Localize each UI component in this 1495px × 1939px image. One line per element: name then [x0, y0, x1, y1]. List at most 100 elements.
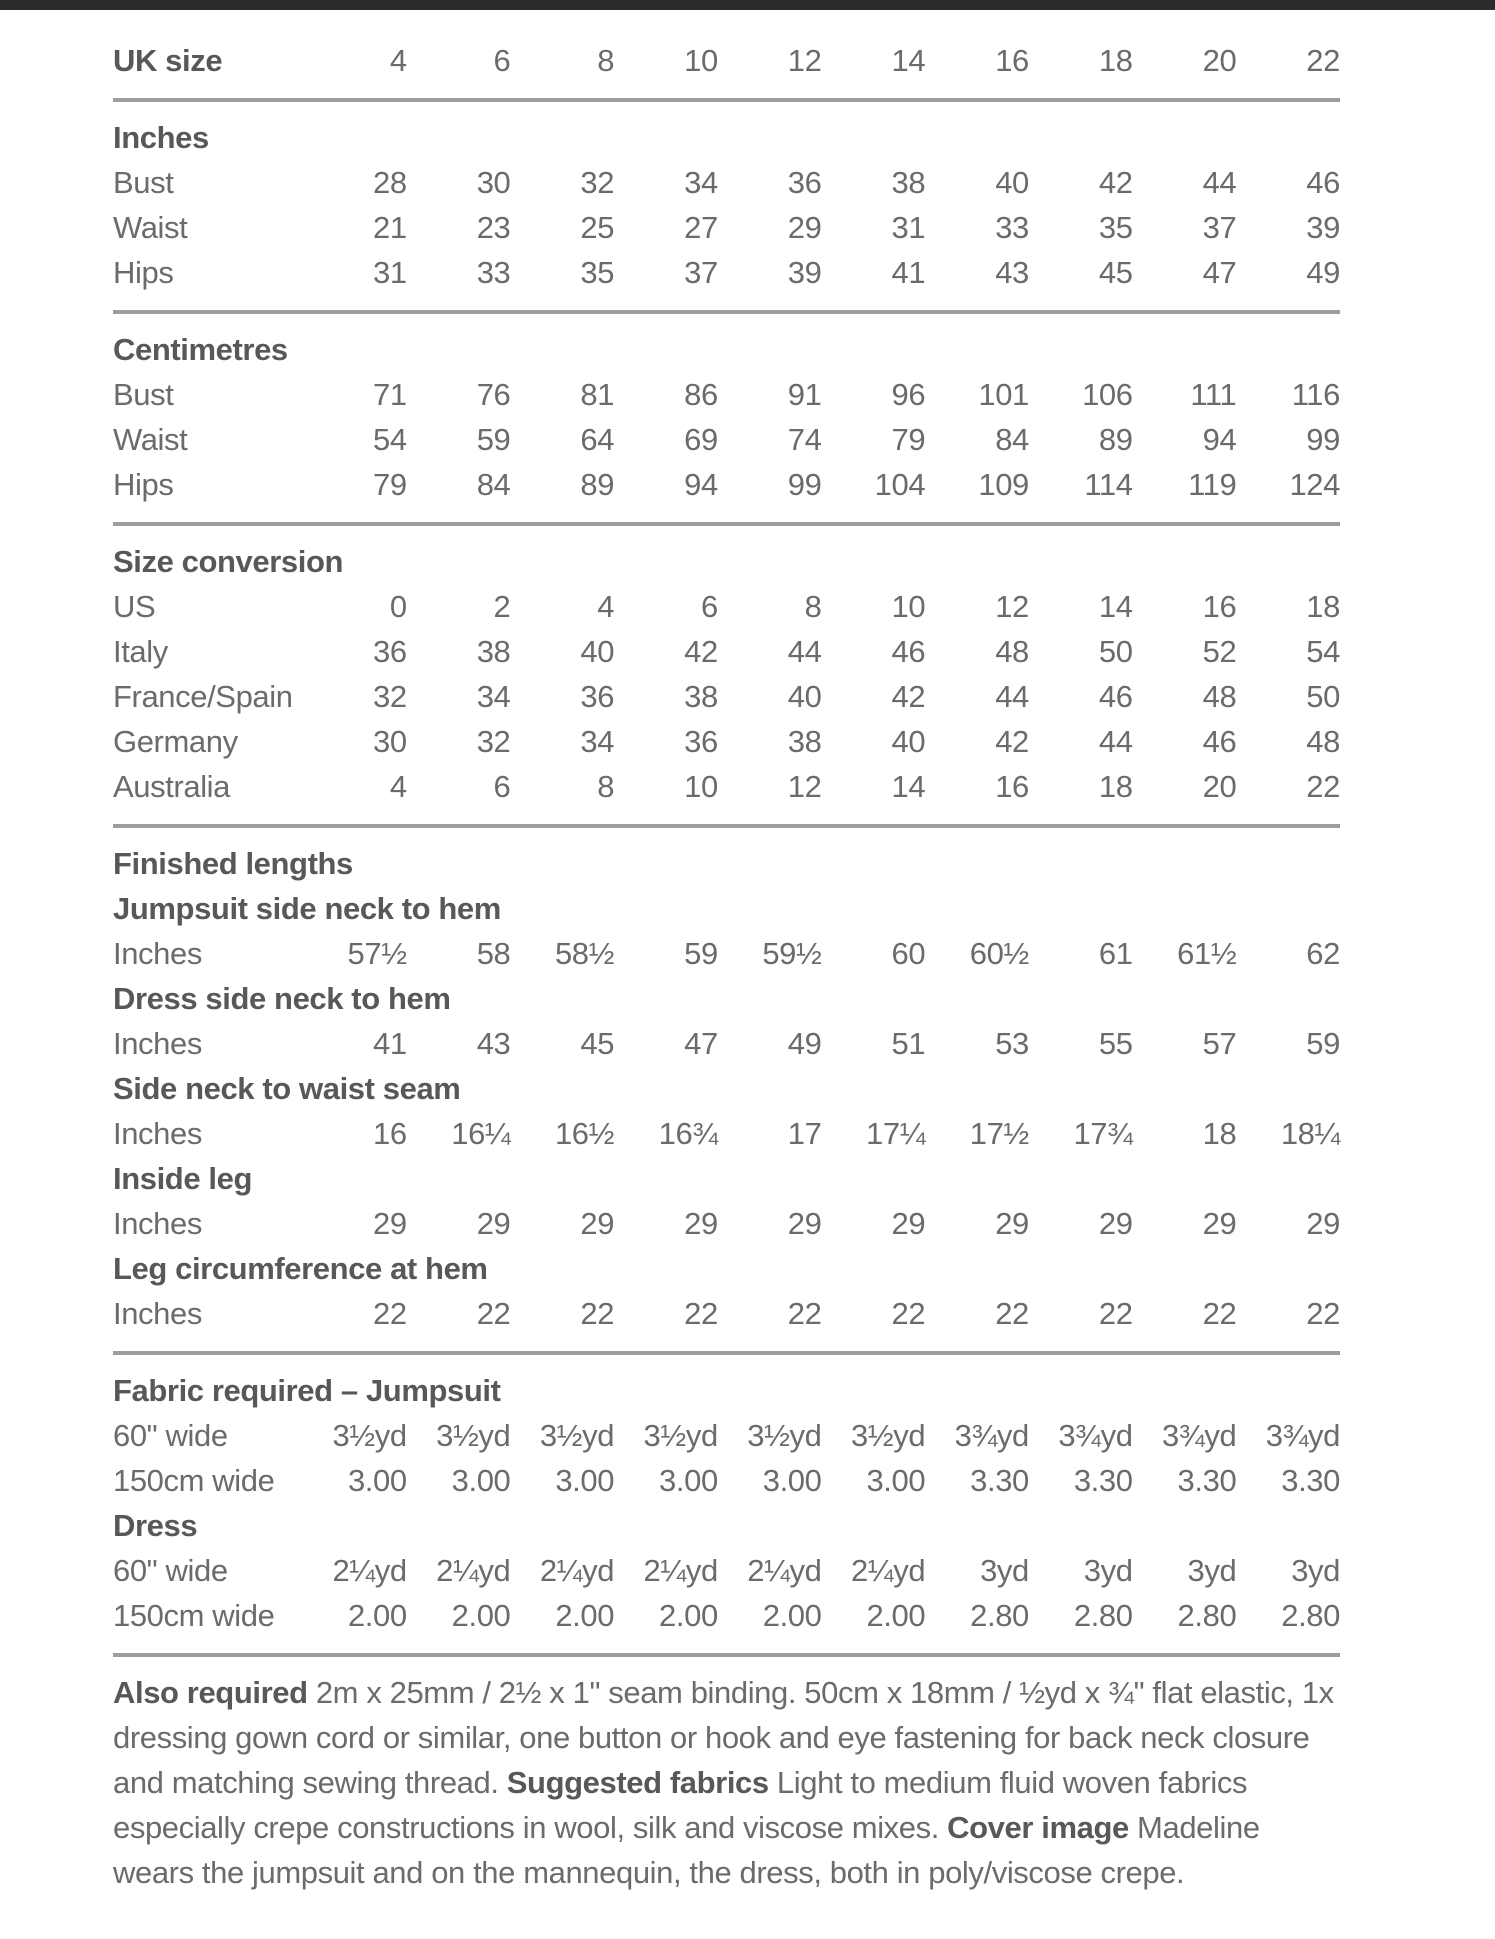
cell-value: 45 — [580, 1026, 615, 1061]
cell-value: 29 — [995, 1206, 1029, 1241]
row-label: 60" wide — [113, 1553, 228, 1588]
cell-value: 57 — [1202, 1026, 1237, 1061]
cell-value: 18¼ — [1280, 1116, 1341, 1151]
section-title-row: Fabric required – Jumpsuit — [113, 1368, 1340, 1413]
cell-value: 40 — [787, 679, 822, 714]
table-row: Inches 57½ 58 58½ 59 59½ 60 60½ 61 61½ 62 — [113, 931, 1340, 976]
cell-value: 59 — [476, 422, 511, 457]
row-label: France/Spain — [113, 679, 293, 714]
row-label: Italy — [113, 634, 168, 669]
cell-value: 43 — [476, 1026, 511, 1061]
row-label: Inches — [113, 1026, 202, 1061]
cell-value: 2¼yd — [539, 1553, 615, 1588]
row-label: Inches — [113, 936, 202, 971]
cell-value: 104 — [874, 467, 926, 502]
section-subheading: Leg circumference at hem — [113, 1251, 488, 1286]
cell-value: 8 — [597, 769, 615, 804]
cell-value: 106 — [1082, 377, 1133, 412]
cell-value: 61½ — [1177, 936, 1237, 971]
cell-value: 81 — [580, 377, 615, 412]
cell-value: 18 — [1098, 769, 1133, 804]
cell-value: 3½yd — [539, 1418, 615, 1453]
cell-value: 18 — [1202, 1116, 1237, 1151]
page-top-edge-bar — [0, 0, 1495, 10]
cell-value: 3.30 — [1073, 1463, 1133, 1498]
cell-value: 10 — [891, 589, 926, 624]
cell-value: 30 — [476, 165, 511, 200]
cell-value: 3.00 — [451, 1463, 511, 1498]
cell-value: 2¼yd — [643, 1553, 719, 1588]
cell-value: 32 — [373, 679, 407, 714]
cell-value: 2.00 — [866, 1598, 926, 1633]
cell-value: 2.00 — [451, 1598, 511, 1633]
cell-value: 29 — [787, 210, 822, 245]
cell-value: 36 — [787, 165, 822, 200]
table-row: Italy 36 38 40 42 44 46 48 50 52 54 — [113, 629, 1340, 674]
cell-value: 34 — [684, 165, 718, 200]
section-subheading: Inside leg — [113, 1161, 252, 1196]
section-divider — [113, 98, 1340, 102]
cell-value: 101 — [978, 377, 1029, 412]
table-row: Waist 21 23 25 27 29 31 33 35 37 39 — [113, 205, 1340, 250]
cell-value: 39 — [787, 255, 822, 290]
cell-value: 44 — [787, 634, 822, 669]
cell-value: 47 — [684, 1026, 718, 1061]
cell-value: 3.00 — [659, 1463, 718, 1498]
cell-value: 79 — [373, 467, 407, 502]
cell-value: 22 — [787, 1296, 822, 1331]
cell-value: 21 — [373, 210, 407, 245]
cell-value: 28 — [373, 165, 407, 200]
cell-value: 3yd — [980, 1553, 1029, 1588]
table-row: 150cm wide 3.00 3.00 3.00 3.00 3.00 3.00 3.30 3.… — [113, 1458, 1340, 1503]
cell-value: 3yd — [1291, 1553, 1340, 1588]
row-label: Australia — [113, 769, 231, 804]
cell-value: 22 — [1306, 769, 1340, 804]
cell-value: 33 — [995, 210, 1029, 245]
cell-value: 119 — [1188, 467, 1237, 502]
cell-value: 22 — [891, 1296, 926, 1331]
row-label: 150cm wide — [113, 1463, 275, 1498]
cell-value: 22 — [995, 1296, 1029, 1331]
notes-text-segment: Madeline wears the jumpsuit and on the m… — [113, 1810, 1260, 1890]
cell-value: 31 — [373, 255, 407, 290]
cell-value: 8 — [804, 589, 822, 624]
cell-value: 43 — [995, 255, 1029, 290]
cell-value: 42 — [891, 679, 926, 714]
cell-value: 41 — [891, 255, 926, 290]
cell-value: 3¾yd — [1162, 1418, 1237, 1453]
section-divider — [113, 1653, 1340, 1657]
table-row: 60" wide 2¼yd 2¼yd 2¼yd 2¼yd 2¼yd 2¼yd 3yd 3yd 3y… — [113, 1548, 1340, 1593]
row-label: Hips — [113, 255, 174, 290]
cell-value: 89 — [1098, 422, 1133, 457]
cell-value: 10 — [684, 43, 718, 78]
section-subheading: Side neck to waist seam — [113, 1071, 461, 1106]
notes-bold-segment: Cover image — [947, 1810, 1129, 1845]
section-title: Centimetres — [113, 332, 288, 367]
cell-value: 79 — [891, 422, 926, 457]
cell-value: 76 — [476, 377, 511, 412]
notes-text-segment: 2m x 25mm / 2½ x 1" seam binding. 50cm x… — [113, 1675, 1334, 1800]
cell-value: 94 — [684, 467, 718, 502]
cell-value: 50 — [1306, 679, 1340, 714]
row-label: Germany — [113, 724, 238, 759]
notes-text-segment: Light to medium fluid woven fabrics espe… — [113, 1765, 1248, 1845]
table-row: Hips 31 33 35 37 39 41 43 45 47 49 — [113, 250, 1340, 295]
cell-value: 116 — [1291, 377, 1341, 412]
table-row: Side neck to waist seam — [113, 1066, 1340, 1111]
cell-value: 22 — [373, 1296, 407, 1331]
cell-value: 2.00 — [659, 1598, 718, 1633]
table-row: Bust 28 30 32 34 36 38 40 42 44 46 — [113, 160, 1340, 205]
cell-value: 32 — [580, 165, 615, 200]
section-title: Size conversion — [113, 544, 344, 579]
row-label: 150cm wide — [113, 1598, 275, 1633]
cell-value: 3½yd — [332, 1418, 407, 1453]
cell-value: 44 — [1202, 165, 1237, 200]
cell-value: 52 — [1202, 634, 1237, 669]
cell-value: 17 — [787, 1116, 822, 1151]
size-chart-page: UK size 4 6 8 10 12 14 16 18 20 22 Inches Bust 28 30 32… — [0, 10, 1495, 1895]
cell-value: 84 — [476, 467, 511, 502]
cell-value: 22 — [1098, 1296, 1133, 1331]
section-title: Finished lengths — [113, 846, 353, 881]
cell-value: 109 — [978, 467, 1029, 502]
cell-value: 58½ — [554, 936, 615, 971]
